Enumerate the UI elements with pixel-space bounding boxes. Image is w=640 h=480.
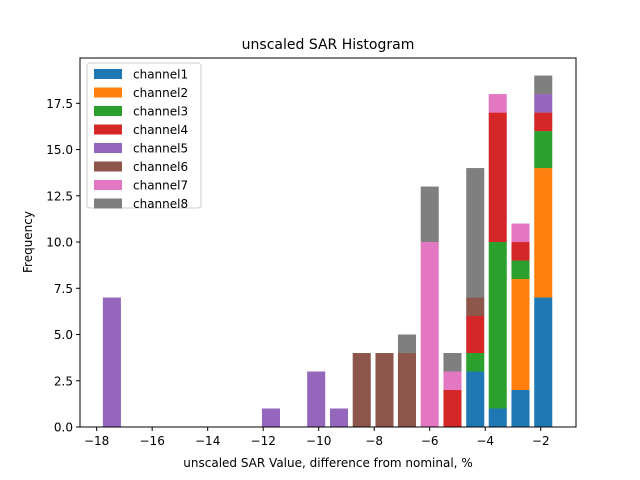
bar-channel1-bin-19 bbox=[534, 297, 553, 427]
x-tick-label: −14 bbox=[195, 434, 220, 448]
bar-channel8-bin-16 bbox=[466, 168, 485, 298]
y-tick-label: 0.0 bbox=[54, 421, 73, 435]
y-axis-ticks: 0.0 2.5 5.0 7.5 10.0 12.5 15.0 17.5 bbox=[46, 97, 80, 435]
legend-label-channel6: channel6 bbox=[133, 160, 188, 174]
x-tick-label: −12 bbox=[251, 434, 276, 448]
bar-channel1-bin-17 bbox=[488, 408, 507, 427]
bar-channel6-bin-11 bbox=[352, 353, 371, 427]
bar-channel1-bin-16 bbox=[466, 371, 485, 427]
bar-channel5-bin-0 bbox=[102, 297, 121, 427]
bar-channel4-bin-18 bbox=[511, 242, 530, 261]
bar-channel8-bin-19 bbox=[534, 75, 553, 95]
bar-channel8-bin-14 bbox=[420, 186, 439, 243]
legend-swatch-channel1 bbox=[94, 69, 122, 79]
bar-channel5-bin-19 bbox=[534, 94, 553, 113]
bar-channel3-bin-18 bbox=[511, 260, 530, 280]
bar-channel1-bin-18 bbox=[511, 390, 530, 427]
x-axis-ticks: −18 −16 −14 −12 −10 −8 −6 −4 −2 bbox=[84, 427, 550, 448]
legend-swatch-channel7 bbox=[94, 180, 122, 190]
y-tick-label: 17.5 bbox=[46, 97, 73, 111]
legend-swatch-channel2 bbox=[94, 87, 122, 98]
y-tick-label: 7.5 bbox=[54, 282, 73, 296]
bar-channel4-bin-17 bbox=[488, 112, 507, 243]
bar-channel3-bin-16 bbox=[466, 353, 485, 372]
x-tick-label: −8 bbox=[365, 434, 383, 448]
x-tick-label: −2 bbox=[532, 434, 550, 448]
legend-label-channel5: channel5 bbox=[133, 142, 188, 156]
bar-channel2-bin-18 bbox=[511, 279, 530, 391]
chart-title: unscaled SAR Histogram bbox=[242, 37, 415, 53]
legend-label-channel3: channel3 bbox=[133, 105, 188, 119]
legend-label-channel4: channel4 bbox=[133, 123, 188, 137]
bar-channel5-bin-9 bbox=[307, 371, 326, 427]
bar-channel6-bin-12 bbox=[375, 353, 394, 427]
bars-group bbox=[102, 75, 553, 427]
bar-channel6-bin-16 bbox=[466, 297, 485, 317]
y-axis-label: Frequency bbox=[21, 211, 35, 273]
bar-channel7-bin-14 bbox=[420, 242, 439, 427]
bar-channel7-bin-15 bbox=[443, 371, 462, 391]
legend-label-channel8: channel8 bbox=[133, 197, 188, 211]
legend-swatch-channel8 bbox=[94, 198, 122, 209]
bar-channel4-bin-15 bbox=[443, 390, 462, 427]
legend-label-channel1: channel1 bbox=[133, 68, 188, 82]
x-tick-label: −10 bbox=[306, 434, 331, 448]
x-tick-label: −6 bbox=[421, 434, 439, 448]
y-tick-label: 10.0 bbox=[46, 236, 73, 250]
x-tick-label: −18 bbox=[84, 434, 109, 448]
x-axis-label: unscaled SAR Value, difference from nomi… bbox=[183, 456, 472, 470]
legend: channel1 channel2 channel3 channel4 channel5… bbox=[86, 62, 202, 211]
y-tick-label: 15.0 bbox=[46, 143, 73, 157]
bar-channel4-bin-19 bbox=[534, 112, 553, 132]
bar-channel5-bin-7 bbox=[261, 408, 280, 427]
bar-channel7-bin-17 bbox=[488, 94, 507, 113]
legend-swatch-channel3 bbox=[94, 106, 122, 116]
legend-swatch-channel5 bbox=[94, 143, 122, 153]
legend-swatch-channel6 bbox=[94, 161, 122, 172]
bar-channel6-bin-13 bbox=[397, 353, 416, 427]
bar-channel5-bin-10 bbox=[329, 408, 348, 427]
bar-channel8-bin-15 bbox=[443, 353, 462, 372]
bar-channel7-bin-18 bbox=[511, 223, 530, 243]
legend-label-channel2: channel2 bbox=[133, 86, 188, 100]
legend-swatch-channel4 bbox=[94, 124, 122, 135]
bar-channel3-bin-19 bbox=[534, 131, 553, 169]
y-tick-label: 12.5 bbox=[46, 189, 73, 203]
bar-channel8-bin-13 bbox=[397, 334, 416, 354]
x-tick-label: −4 bbox=[476, 434, 494, 448]
legend-box bbox=[86, 62, 202, 209]
bar-channel4-bin-16 bbox=[466, 316, 485, 354]
bar-channel2-bin-19 bbox=[534, 168, 553, 298]
legend-label-channel7: channel7 bbox=[133, 179, 188, 193]
bar-channel3-bin-17 bbox=[488, 242, 507, 409]
y-tick-label: 5.0 bbox=[54, 328, 73, 342]
x-tick-label: −16 bbox=[140, 434, 165, 448]
y-tick-label: 2.5 bbox=[54, 374, 73, 388]
